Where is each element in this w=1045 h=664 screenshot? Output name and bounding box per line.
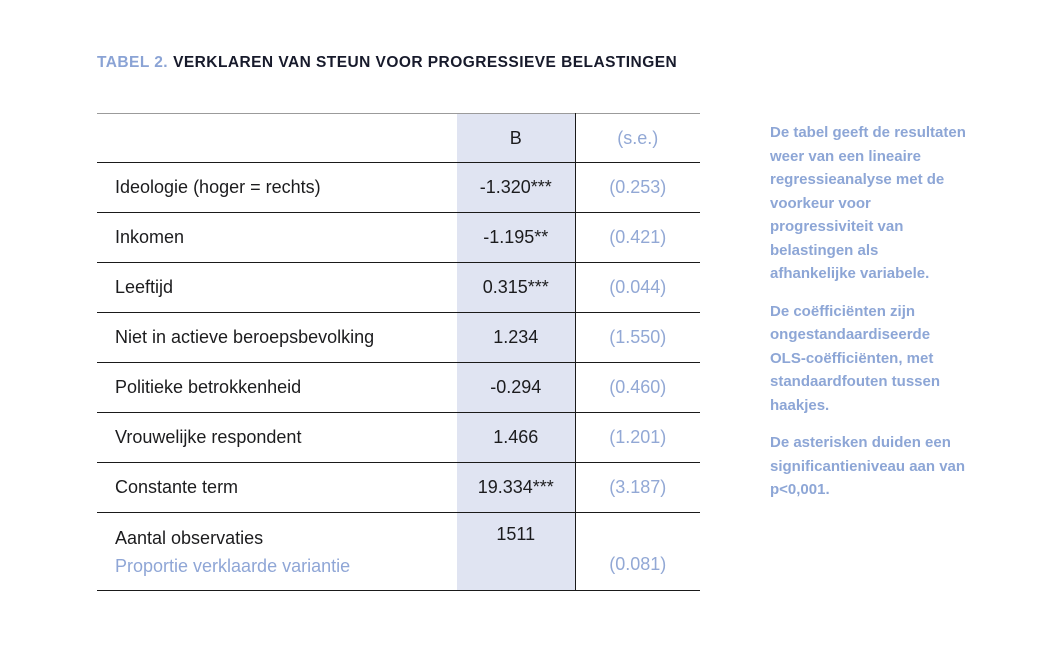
row-label: Vrouwelijke respondent bbox=[97, 412, 457, 463]
row-se-value: (1.201) bbox=[575, 412, 700, 463]
table-title-text: VERKLAREN VAN STEUN VOOR PROGRESSIEVE BE… bbox=[173, 54, 678, 71]
table-caption: TABEL 2. VERKLAREN VAN STEUN VOOR PROGRES… bbox=[97, 54, 677, 72]
regression-table: B (s.e.) Ideologie (hoger = rechts) -1.3… bbox=[97, 113, 700, 591]
row-b-value: 1.466 bbox=[457, 412, 576, 463]
note-paragraph: De tabel geeft de resultaten weer van ee… bbox=[770, 124, 966, 282]
margin-notes: De tabel geeft de resultaten weer van ee… bbox=[770, 121, 968, 516]
row-b-value: 19.334*** bbox=[457, 462, 576, 513]
variance-se-value: (0.081) bbox=[575, 512, 700, 591]
table-row: Niet in actieve beroepsbevolking 1.234 (… bbox=[97, 312, 700, 363]
row-se-value: (3.187) bbox=[575, 462, 700, 513]
row-se-value: (0.460) bbox=[575, 362, 700, 413]
observations-label: Aantal observaties bbox=[115, 527, 264, 548]
note-paragraph: De coëfficiënten zijn ongestandaardiseer… bbox=[770, 302, 941, 414]
row-b-value: -0.294 bbox=[457, 362, 576, 413]
row-b-value: 0.315*** bbox=[457, 262, 576, 313]
table-row: Ideologie (hoger = rechts) -1.320*** (0.… bbox=[97, 162, 700, 213]
table-row: Politieke betrokkenheid -0.294 (0.460) bbox=[97, 362, 700, 413]
row-label: Ideologie (hoger = rechts) bbox=[97, 162, 457, 213]
row-label: Leeftijd bbox=[97, 262, 457, 313]
variance-label: Proportie verklaarde variantie bbox=[115, 555, 351, 576]
table-footer-row: Aantal observaties Proportie verklaarde … bbox=[97, 512, 700, 591]
row-se-value: (0.253) bbox=[575, 162, 700, 213]
corner-cell bbox=[97, 113, 457, 163]
row-se-value: (1.550) bbox=[575, 312, 700, 363]
row-label: Politieke betrokkenheid bbox=[97, 362, 457, 413]
b-column-header: B bbox=[457, 113, 576, 163]
table-row: Inkomen -1.195** (0.421) bbox=[97, 212, 700, 263]
se-column-header: (s.e.) bbox=[575, 113, 700, 163]
table-number-label: TABEL 2. bbox=[97, 54, 169, 71]
observations-value: 1511 bbox=[457, 512, 576, 591]
row-label: Constante term bbox=[97, 462, 457, 513]
row-se-value: (0.044) bbox=[575, 262, 700, 313]
table-row: Constante term 19.334*** (3.187) bbox=[97, 462, 700, 513]
table-header-row: B (s.e.) bbox=[97, 113, 700, 163]
row-se-value: (0.421) bbox=[575, 212, 700, 263]
row-b-value: -1.320*** bbox=[457, 162, 576, 213]
row-label: Inkomen bbox=[97, 212, 457, 263]
table-row: Vrouwelijke respondent 1.466 (1.201) bbox=[97, 412, 700, 463]
footer-label-cell: Aantal observaties Proportie verklaarde … bbox=[97, 512, 457, 591]
table-row: Leeftijd 0.315*** (0.044) bbox=[97, 262, 700, 313]
row-label: Niet in actieve beroepsbevolking bbox=[97, 312, 457, 363]
row-b-value: -1.195** bbox=[457, 212, 576, 263]
note-paragraph: De asterisken duiden een significantieni… bbox=[770, 434, 966, 498]
row-b-value: 1.234 bbox=[457, 312, 576, 363]
